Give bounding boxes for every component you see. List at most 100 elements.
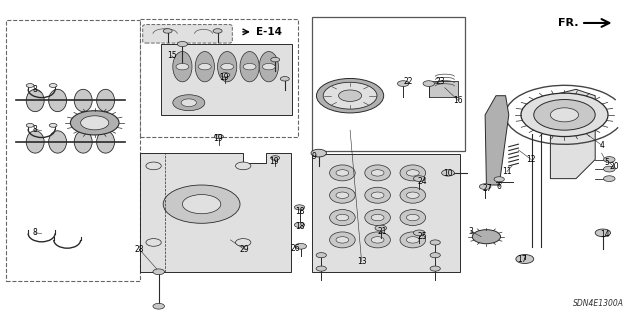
- Circle shape: [153, 303, 164, 309]
- Circle shape: [153, 269, 164, 275]
- Text: 6: 6: [497, 182, 502, 191]
- Circle shape: [516, 255, 534, 263]
- Circle shape: [413, 176, 425, 182]
- Circle shape: [406, 192, 419, 198]
- Text: E-14: E-14: [256, 27, 282, 37]
- Circle shape: [198, 63, 211, 70]
- Text: 8: 8: [33, 125, 38, 134]
- Circle shape: [173, 95, 205, 111]
- Ellipse shape: [400, 210, 426, 226]
- Text: 13: 13: [356, 257, 367, 266]
- Circle shape: [604, 157, 615, 162]
- Circle shape: [26, 84, 34, 87]
- Ellipse shape: [26, 89, 44, 112]
- Circle shape: [595, 229, 611, 237]
- Circle shape: [26, 123, 34, 127]
- Circle shape: [271, 57, 280, 62]
- Text: 11: 11: [502, 167, 511, 176]
- Text: 14: 14: [600, 230, 611, 239]
- Circle shape: [406, 170, 419, 176]
- Circle shape: [430, 253, 440, 258]
- Ellipse shape: [365, 165, 390, 181]
- Circle shape: [423, 81, 435, 86]
- Ellipse shape: [330, 210, 355, 226]
- Circle shape: [213, 29, 222, 33]
- Ellipse shape: [400, 232, 426, 248]
- Circle shape: [214, 134, 223, 139]
- Circle shape: [406, 237, 419, 243]
- Polygon shape: [550, 89, 595, 179]
- Text: 5: 5: [604, 158, 609, 167]
- Ellipse shape: [218, 52, 237, 82]
- Circle shape: [49, 123, 57, 127]
- Text: 10: 10: [443, 169, 453, 178]
- Circle shape: [294, 222, 305, 227]
- Circle shape: [397, 81, 409, 86]
- Circle shape: [336, 237, 349, 243]
- Circle shape: [371, 237, 384, 243]
- Circle shape: [339, 90, 362, 101]
- Circle shape: [479, 184, 491, 189]
- Ellipse shape: [317, 78, 384, 113]
- Ellipse shape: [163, 185, 240, 223]
- Circle shape: [221, 73, 230, 77]
- Text: 15: 15: [166, 51, 177, 60]
- Circle shape: [243, 63, 256, 70]
- Bar: [140, 19, 298, 137]
- Circle shape: [262, 63, 275, 70]
- Circle shape: [146, 162, 161, 170]
- Circle shape: [430, 266, 440, 271]
- Circle shape: [177, 41, 188, 47]
- Text: 18: 18: [295, 207, 304, 216]
- Text: 12: 12: [527, 155, 536, 164]
- Ellipse shape: [97, 89, 115, 112]
- Ellipse shape: [26, 131, 44, 153]
- Circle shape: [271, 156, 280, 160]
- Text: 19: 19: [212, 134, 223, 143]
- Text: 27: 27: [483, 184, 493, 193]
- Ellipse shape: [365, 187, 390, 203]
- Circle shape: [604, 176, 615, 182]
- Circle shape: [371, 214, 384, 221]
- Circle shape: [375, 225, 387, 231]
- Bar: [429, 81, 458, 97]
- Circle shape: [163, 29, 172, 33]
- Circle shape: [323, 82, 377, 109]
- Circle shape: [336, 170, 349, 176]
- Text: 16: 16: [453, 96, 463, 105]
- Ellipse shape: [330, 187, 355, 203]
- Circle shape: [70, 111, 119, 135]
- Circle shape: [604, 166, 615, 172]
- Text: 4: 4: [599, 141, 604, 150]
- Ellipse shape: [74, 89, 92, 112]
- Circle shape: [280, 77, 289, 81]
- Circle shape: [146, 239, 161, 246]
- Circle shape: [413, 230, 425, 236]
- Text: 8: 8: [33, 85, 38, 94]
- Text: 3: 3: [468, 227, 474, 236]
- Circle shape: [472, 230, 500, 244]
- Ellipse shape: [365, 232, 390, 248]
- Text: 8: 8: [33, 228, 38, 237]
- Polygon shape: [485, 96, 509, 185]
- Polygon shape: [161, 44, 292, 115]
- Ellipse shape: [49, 131, 67, 153]
- Circle shape: [81, 116, 109, 130]
- Circle shape: [311, 149, 326, 157]
- Text: 19: 19: [269, 157, 279, 166]
- Text: 18: 18: [295, 222, 304, 231]
- Text: 26: 26: [291, 244, 301, 253]
- Text: 9: 9: [311, 152, 316, 161]
- Circle shape: [534, 100, 595, 130]
- Text: 28: 28: [135, 245, 144, 254]
- Circle shape: [316, 266, 326, 271]
- Ellipse shape: [365, 210, 390, 226]
- Ellipse shape: [400, 165, 426, 181]
- Ellipse shape: [330, 232, 355, 248]
- Ellipse shape: [240, 52, 259, 82]
- Text: 22: 22: [404, 77, 413, 86]
- FancyBboxPatch shape: [143, 25, 232, 43]
- Bar: [6, 20, 140, 281]
- Circle shape: [176, 63, 189, 70]
- Text: 21: 21: [378, 227, 387, 236]
